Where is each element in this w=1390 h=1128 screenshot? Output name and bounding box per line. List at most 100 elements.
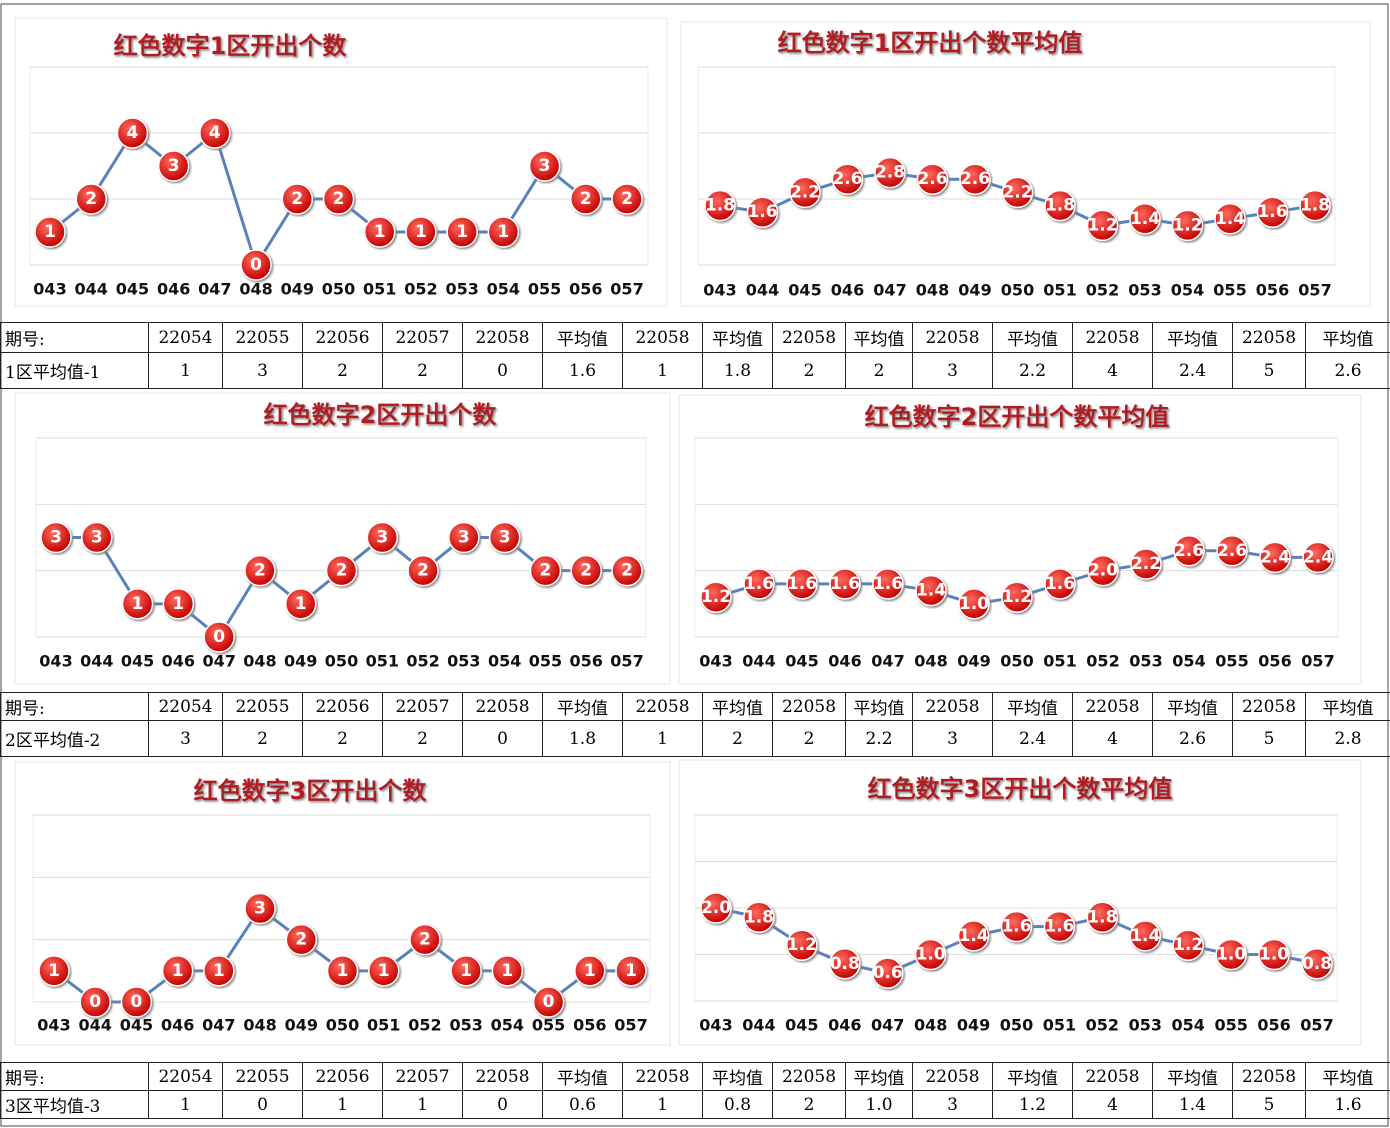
table-cell: 期号:	[0, 1062, 149, 1091]
table-cell: 3	[222, 352, 303, 389]
x-tick-label: 047	[871, 652, 904, 671]
table-cell: 2	[702, 720, 773, 757]
x-tick-label: 044	[746, 281, 779, 300]
data-label: 1.2	[1002, 587, 1032, 607]
table-cell: 0.8	[702, 1090, 773, 1119]
x-tick-label: 056	[569, 280, 602, 299]
table-row: 期号: 22054 22055 22056 22057 22058 平均值 22058 平均值 2…	[0, 322, 1390, 353]
table-cell: 2	[772, 1090, 846, 1119]
data-label: 1	[44, 222, 56, 242]
data-label: 1	[415, 222, 427, 242]
data-label: 1.8	[1045, 196, 1075, 216]
point-marker	[615, 955, 647, 987]
point-marker	[871, 957, 904, 989]
table-cell: 2	[222, 720, 303, 757]
x-tick-label: 043	[39, 652, 72, 671]
table-cell: 22058	[1072, 322, 1153, 353]
table-cell: 2	[845, 352, 913, 389]
data-label: 4	[127, 123, 139, 143]
table-cell: 22058	[622, 692, 703, 721]
table-cell: 1.2	[992, 1090, 1073, 1119]
point-marker	[700, 892, 732, 924]
table-cell: 2.4	[1152, 352, 1233, 389]
table-cell: 期号:	[0, 322, 149, 353]
table-cell: 4	[1072, 720, 1153, 757]
point-marker	[120, 986, 153, 1018]
table-cell: 平均值	[845, 692, 913, 721]
data-label: 1	[378, 961, 390, 981]
data-label: 1.8	[744, 907, 774, 927]
data-label: 2	[333, 189, 345, 209]
data-label: 0	[131, 992, 143, 1012]
x-tick-label: 044	[80, 652, 113, 671]
chart-title: 红色数字1区开出个数	[114, 32, 348, 60]
x-tick-label: 050	[326, 1016, 359, 1035]
point-marker	[1302, 541, 1334, 574]
data-label: 2.4	[1303, 547, 1333, 567]
x-tick-label: 049	[281, 280, 314, 299]
chart-panel	[678, 394, 1362, 685]
table-cell: 2	[302, 352, 383, 389]
table-cell: 22057	[382, 1062, 463, 1091]
table-cell: 22058	[912, 322, 993, 353]
table-cell: 2区平均值-2	[0, 720, 149, 757]
data-label: 1	[374, 222, 386, 242]
point-marker	[1129, 203, 1161, 235]
x-tick-label: 052	[406, 652, 439, 671]
point-marker	[75, 183, 107, 215]
chart-title: 红色数字3区开出个数平均值	[868, 775, 1173, 803]
point-marker	[363, 216, 396, 248]
table-cell: 22055	[222, 322, 303, 353]
data-label: 2	[580, 561, 592, 581]
point-marker	[199, 117, 231, 149]
data-label: 2.2	[1131, 554, 1161, 574]
data-label: 1.4	[1215, 209, 1245, 229]
point-marker	[367, 955, 400, 987]
x-tick-label: 051	[1043, 1016, 1076, 1035]
point-marker	[244, 554, 276, 587]
point-marker	[786, 929, 818, 961]
data-table: 期号: 22054 22055 22056 22057 22058 平均值 22058 平均值 2…	[0, 1062, 1390, 1119]
table-cell: 平均值	[992, 322, 1073, 353]
table-cell: 22058	[1232, 1062, 1306, 1091]
x-tick-label: 049	[957, 652, 990, 671]
x-tick-label: 045	[121, 652, 154, 671]
table-cell: 2.6	[1305, 352, 1390, 389]
data-label: 1.0	[1216, 945, 1246, 965]
table-cell: 期号:	[0, 692, 149, 721]
table-cell: 平均值	[1305, 692, 1390, 721]
point-marker	[916, 163, 949, 195]
data-label: 1.6	[1257, 202, 1287, 222]
x-tick-label: 047	[873, 281, 906, 300]
point-marker	[872, 568, 904, 600]
point-marker	[38, 955, 70, 987]
point-marker	[1214, 203, 1246, 235]
table-cell: 22058	[622, 1062, 703, 1091]
table-cell: 平均值	[845, 322, 913, 353]
table-cell: 22058	[912, 1062, 993, 1091]
table-cell: 22058	[622, 322, 703, 353]
x-tick-label: 047	[198, 280, 231, 299]
data-label: 2	[291, 189, 303, 209]
table-cell: 1	[302, 1090, 383, 1119]
point-marker	[874, 156, 906, 189]
data-label: 1	[213, 961, 225, 981]
data-label: 1	[584, 961, 596, 981]
x-tick-label: 046	[828, 1016, 861, 1035]
x-tick-label: 048	[239, 280, 272, 299]
x-tick-label: 056	[1257, 1016, 1290, 1035]
x-tick-label: 054	[1171, 281, 1204, 300]
point-marker	[162, 588, 195, 620]
point-marker	[81, 521, 113, 554]
data-label: 0.8	[830, 954, 860, 974]
point-marker	[240, 249, 272, 281]
x-tick-label: 056	[573, 1016, 606, 1035]
point-marker	[116, 117, 149, 149]
table-cell: 1	[382, 1090, 463, 1119]
x-tick-label: 043	[699, 1016, 732, 1035]
point-marker	[611, 183, 643, 215]
x-tick-label: 049	[284, 652, 317, 671]
point-marker	[1259, 541, 1291, 574]
point-marker	[957, 920, 990, 952]
data-label: 0.6	[873, 963, 903, 983]
